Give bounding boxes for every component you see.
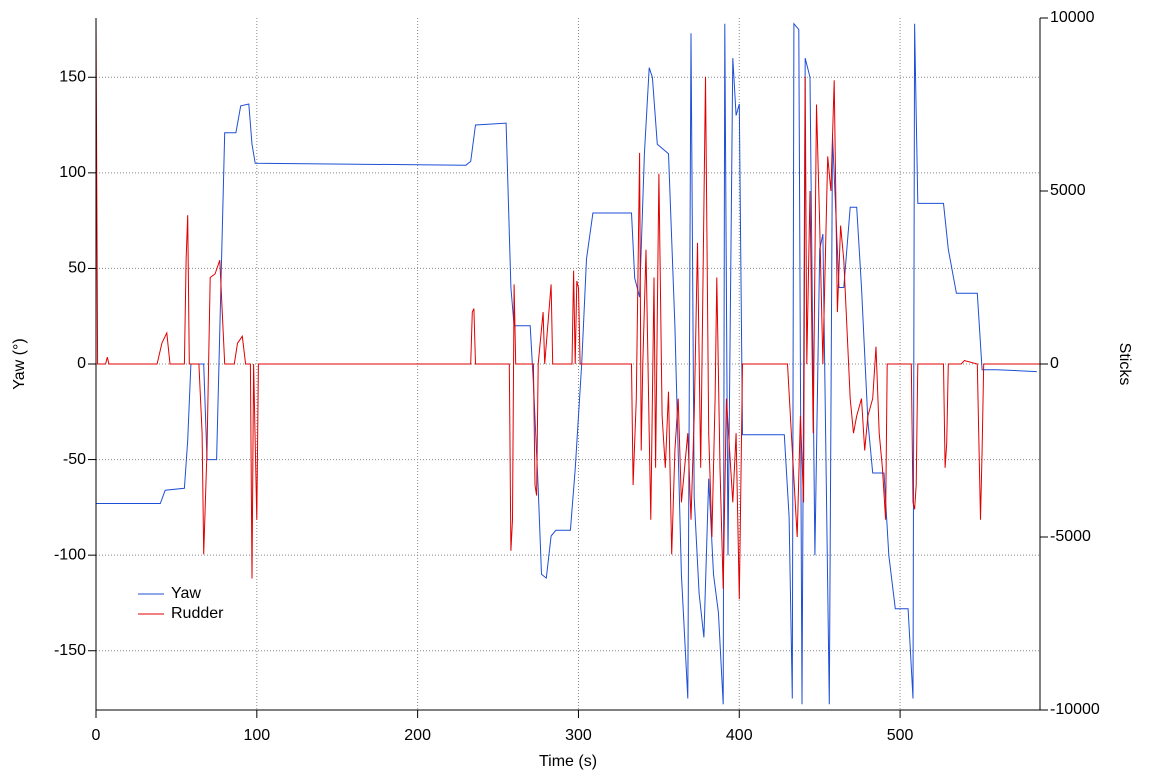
x-tick-label: 100 <box>243 727 270 744</box>
series-line <box>95 17 1040 600</box>
x-tick-label: 300 <box>565 727 592 744</box>
y-axis-label: Yaw (°) <box>11 338 28 389</box>
y2-tick-label: 0 <box>1050 355 1059 372</box>
y-tick-label: 50 <box>68 260 86 277</box>
y2-tick-label: -10000 <box>1050 701 1100 718</box>
y2-axis-label: Sticks <box>1116 343 1133 386</box>
legend-label: Yaw <box>171 585 201 602</box>
y2-tick-label: -5000 <box>1050 528 1091 545</box>
y-tick-label: 150 <box>59 68 86 85</box>
x-tick-label: 200 <box>404 727 431 744</box>
y-tick-label: 0 <box>77 355 86 372</box>
x-tick-label: 400 <box>726 727 753 744</box>
series-line <box>96 22 1037 705</box>
x-axis-label: Time (s) <box>539 753 597 770</box>
y-tick-label: 100 <box>59 164 86 181</box>
x-tick-label: 0 <box>92 727 101 744</box>
y-tick-label: -100 <box>54 546 86 563</box>
x-tick-label: 500 <box>887 727 914 744</box>
y2-tick-label: 5000 <box>1050 182 1086 199</box>
y-tick-label: -50 <box>63 451 86 468</box>
y-tick-label: -150 <box>54 642 86 659</box>
legend-label: Rudder <box>171 605 224 622</box>
y2-tick-label: 10000 <box>1050 9 1095 26</box>
